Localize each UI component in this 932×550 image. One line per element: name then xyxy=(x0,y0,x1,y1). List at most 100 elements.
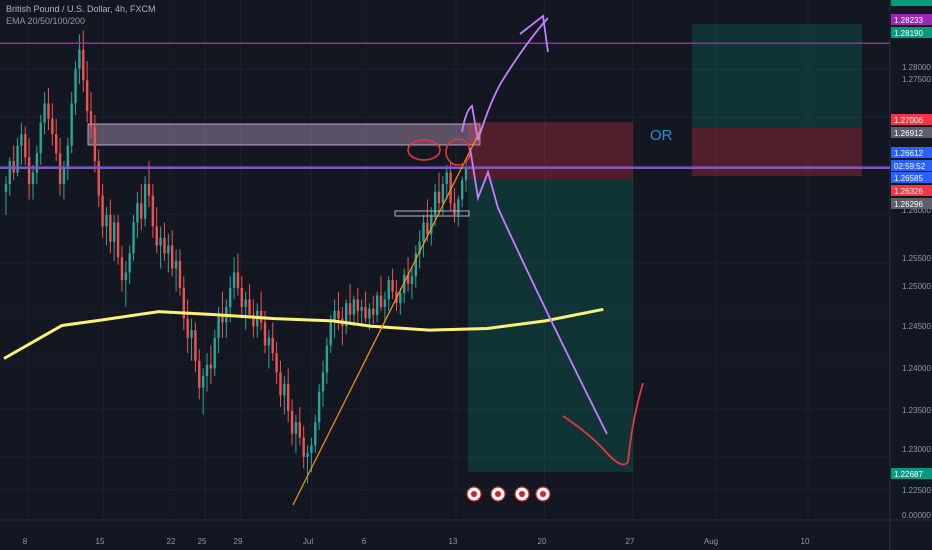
price-tick-label: 1.26000 xyxy=(902,206,931,215)
support-box xyxy=(394,210,470,217)
candle-body xyxy=(356,299,359,311)
candle-body xyxy=(178,260,182,288)
candle-body xyxy=(391,280,394,292)
candle-body xyxy=(302,437,305,457)
candle-body xyxy=(128,253,131,273)
candle-body xyxy=(368,308,371,319)
candle-body xyxy=(422,222,425,242)
candle-body xyxy=(457,199,460,215)
candle-body xyxy=(201,376,205,388)
candle-body xyxy=(325,345,329,373)
price-tick-label: 1.23500 xyxy=(902,406,931,415)
candle-body xyxy=(194,330,197,361)
price-badge xyxy=(891,198,932,209)
candle-body xyxy=(310,445,313,454)
candle-body xyxy=(426,222,429,235)
price-badge-label: 1.26326 xyxy=(894,187,923,196)
candle-body xyxy=(406,274,410,284)
candle-body xyxy=(418,241,421,254)
candle-body xyxy=(35,153,39,173)
candle-body xyxy=(16,145,19,173)
candle-body xyxy=(163,237,166,254)
event-flag-dot xyxy=(519,491,525,497)
candle-body xyxy=(205,364,209,377)
candle-body xyxy=(39,122,42,154)
candle-body xyxy=(321,372,325,392)
ema-200-line xyxy=(3,307,604,360)
price-badge xyxy=(891,160,932,171)
candle-body xyxy=(159,237,162,246)
candle-body xyxy=(20,134,23,146)
candle-body xyxy=(213,337,216,369)
candle-body xyxy=(229,287,232,308)
candle-body xyxy=(314,422,317,446)
candle-body xyxy=(116,222,120,258)
candle-body xyxy=(78,49,81,69)
candle-body xyxy=(31,172,35,185)
candle-body xyxy=(27,157,31,185)
candle-body xyxy=(244,299,247,308)
ascending-trendline xyxy=(292,126,483,506)
price-badge-label: 1.28233 xyxy=(894,16,923,25)
time-tick-label: 15 xyxy=(96,537,105,546)
candle-body xyxy=(248,299,251,315)
candle-body xyxy=(182,287,185,319)
candle-body xyxy=(414,253,417,277)
price-tick-label: 1.24000 xyxy=(902,364,931,373)
price-tick-label: 1.25500 xyxy=(902,254,931,263)
price-badge xyxy=(891,185,932,196)
candle-body xyxy=(410,276,414,284)
candle-body xyxy=(267,337,271,346)
time-tick-label: 20 xyxy=(538,537,547,546)
candlesticks xyxy=(4,30,468,484)
event-flag-dot xyxy=(495,491,501,497)
symbol-title[interactable]: British Pound / U.S. Dollar, 4h, FXCM xyxy=(6,4,156,14)
candle-body xyxy=(190,330,193,338)
time-tick-label: 27 xyxy=(626,537,635,546)
candle-body xyxy=(461,180,464,200)
time-tick-label: 10 xyxy=(801,537,810,546)
candle-body xyxy=(290,410,294,434)
candle-body xyxy=(445,172,448,185)
indicator-legend[interactable]: EMA 20/50/100/200 xyxy=(6,16,86,26)
bearish-projection-path xyxy=(469,147,608,435)
bullish-arrow-head xyxy=(519,14,549,53)
price-tick-label: 1.24500 xyxy=(902,322,931,331)
candle-body xyxy=(4,184,8,192)
time-tick-label: 29 xyxy=(234,537,243,546)
candle-body xyxy=(453,203,456,215)
candle-body xyxy=(345,303,348,327)
candle-body xyxy=(372,308,375,315)
candle-body xyxy=(89,111,93,127)
candle-body xyxy=(209,364,213,369)
candle-body xyxy=(279,372,282,396)
take-profit-zone xyxy=(468,179,633,472)
bullish-projection-path xyxy=(461,17,549,141)
or-annotation: OR xyxy=(650,127,673,144)
candle-body xyxy=(283,383,286,396)
candle-body xyxy=(360,307,363,311)
candle-body xyxy=(217,314,220,338)
candle-body xyxy=(93,126,97,162)
stop-loss-zone xyxy=(468,122,633,179)
event-flag-dot xyxy=(540,491,546,497)
time-tick-label: 13 xyxy=(449,537,458,546)
price-badge-label: 1.28190 xyxy=(894,29,923,38)
candle-body xyxy=(329,322,332,346)
candle-body xyxy=(120,257,124,281)
price-tick-label: 1.27500 xyxy=(902,75,931,84)
candle-body xyxy=(97,161,100,196)
candle-body xyxy=(375,295,379,315)
candle-body xyxy=(387,280,390,300)
economic-events-icons[interactable] xyxy=(466,486,551,502)
candle-body xyxy=(287,383,290,411)
price-axis[interactable]: 1.280001.275001.265001.260001.255001.250… xyxy=(891,0,932,520)
time-axis[interactable]: 8 15 22 25 29 Jul 6 13 20 27 Aug 10 xyxy=(23,537,810,546)
candle-body xyxy=(430,214,433,235)
candle-body xyxy=(337,310,340,319)
candle-body xyxy=(449,172,452,204)
candle-body xyxy=(136,203,139,223)
candle-body xyxy=(43,103,46,123)
price-badge-label: 1.22687 xyxy=(894,470,923,479)
